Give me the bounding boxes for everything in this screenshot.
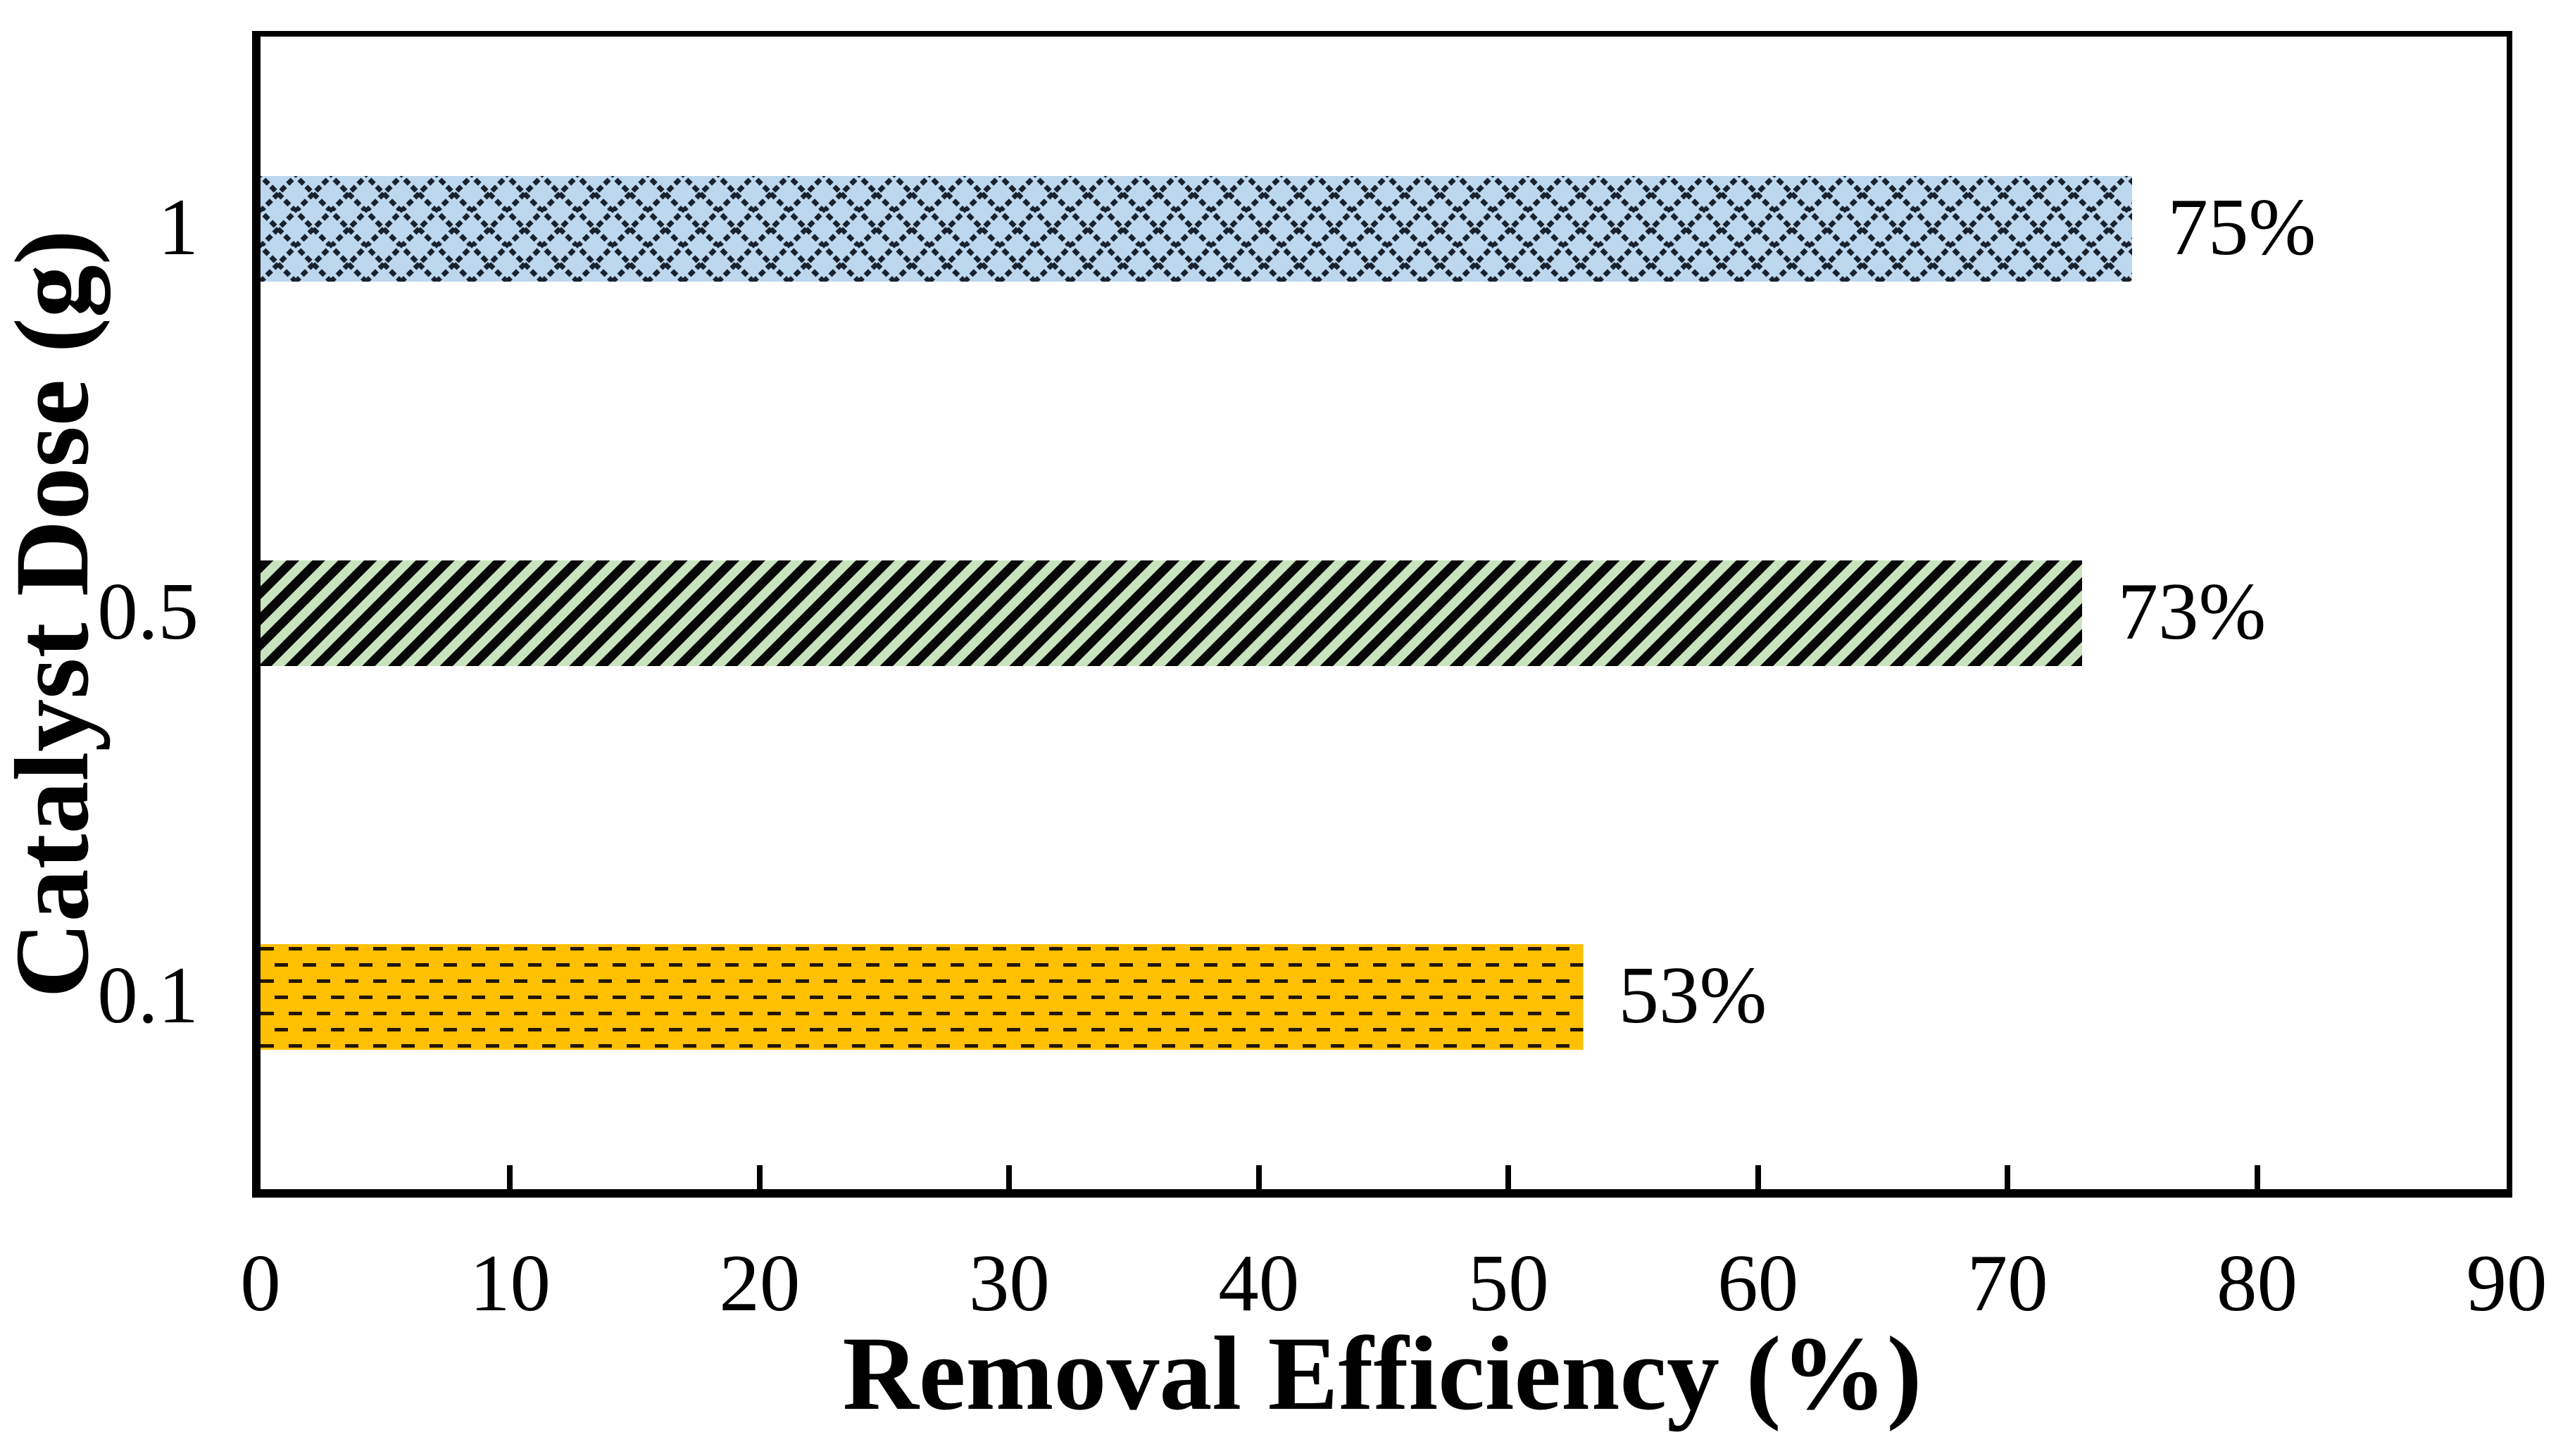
x-tick-label: 50: [1467, 1238, 1549, 1328]
bar-pattern-horizontal-dashes: [261, 944, 1584, 1050]
x-tick-labels: 0 10 20 30 40 50 60 70 80 90: [0, 1243, 2563, 1341]
x-tick-mark: [2254, 1165, 2260, 1189]
bar-value-label-73: 73%: [2117, 566, 2267, 656]
x-tick-label: 20: [719, 1238, 801, 1328]
x-tick-mark: [507, 1165, 513, 1189]
bar-value-label-75: 75%: [2167, 182, 2317, 272]
bar-pattern-crosshatch: [261, 175, 2133, 282]
y-tick-label-0p1: 0.1: [97, 950, 199, 1041]
x-tick-label: 90: [2466, 1238, 2548, 1328]
x-tick-label: 60: [1717, 1238, 1799, 1328]
plot-inner: [261, 37, 2507, 1189]
x-axis-title: Removal Efficiency (%): [842, 1315, 1922, 1432]
x-tick-mark: [1255, 1165, 1262, 1189]
bar-catalyst-dose-0p5g: [261, 560, 2083, 666]
x-tick-mark: [1006, 1165, 1013, 1189]
x-tick-label: 70: [1967, 1238, 2048, 1328]
x-tick-label: 0: [240, 1238, 281, 1328]
x-tick-mark: [1505, 1165, 1512, 1189]
bar-pattern-diagonal-stripes: [261, 560, 2083, 666]
bar-catalyst-dose-1g: [261, 175, 2133, 282]
y-tick-label-1: 1: [158, 182, 199, 272]
plot-area: [252, 31, 2512, 1198]
bar-catalyst-dose-0p1g: [261, 944, 1584, 1050]
x-tick-label: 10: [469, 1238, 551, 1328]
bar-value-label-53: 53%: [1618, 950, 1767, 1041]
y-tick-label-0p5: 0.5: [97, 566, 199, 656]
x-tick-mark: [756, 1165, 763, 1189]
x-tick-label: 40: [1218, 1238, 1300, 1328]
x-tick-mark: [1755, 1165, 1761, 1189]
x-tick-mark: [2005, 1165, 2011, 1189]
x-tick-label: 30: [968, 1238, 1050, 1328]
x-tick-label: 80: [2217, 1238, 2298, 1328]
